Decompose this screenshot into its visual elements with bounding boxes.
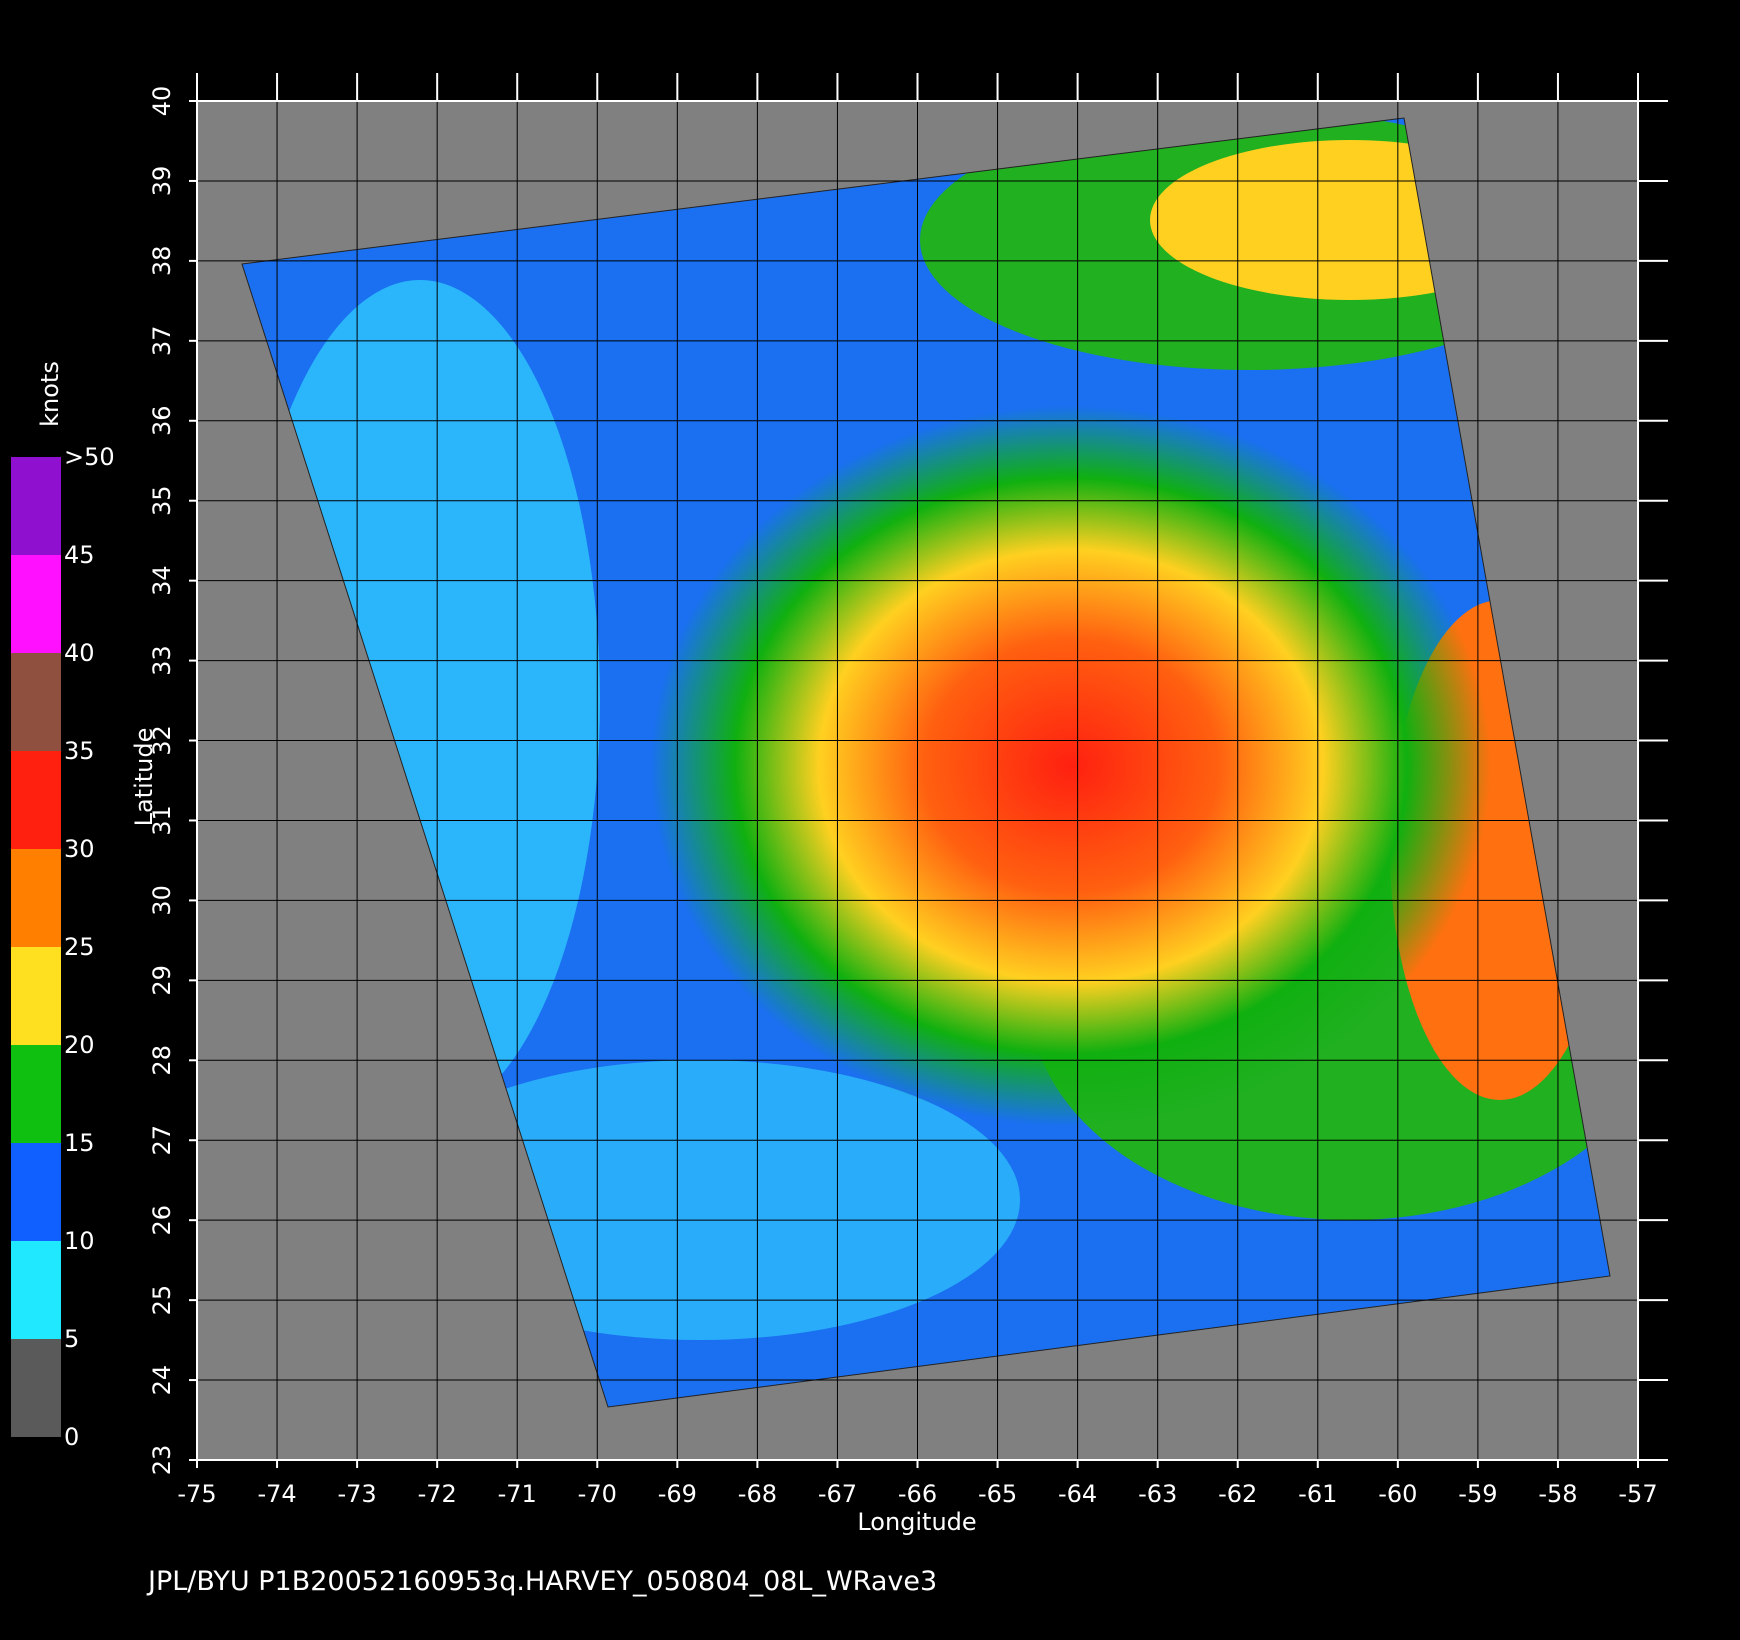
swath-edge: [241, 117, 1611, 1408]
y-tick-label: 32: [148, 725, 176, 756]
y-tick-label: 37: [148, 326, 176, 357]
y-tick-label: 38: [148, 246, 176, 277]
y-tick-label: 24: [148, 1365, 176, 1396]
colorbar-tick-label: 45: [64, 541, 95, 569]
colorbar-band: [11, 653, 61, 751]
y-tick-label: 28: [148, 1045, 176, 1076]
colorbar-tick-label: >50: [64, 443, 115, 471]
colorbar-band: [11, 849, 61, 947]
x-tick-label: -66: [898, 1480, 937, 1508]
y-tick-label: 34: [148, 565, 176, 596]
x-tick-label: -65: [978, 1480, 1017, 1508]
y-axis-label: Latitude: [130, 728, 158, 827]
colorbar-tick-label: 5: [64, 1325, 79, 1353]
x-tick-label: -74: [257, 1480, 296, 1508]
colorbar-tick-label: 10: [64, 1227, 95, 1255]
plot-frame: [196, 100, 1639, 1461]
y-tick-label: 40: [148, 86, 176, 117]
x-tick-label: -67: [818, 1480, 857, 1508]
x-tick-label: -59: [1458, 1480, 1497, 1508]
y-tick-label: 27: [148, 1125, 176, 1156]
y-tick-label: 25: [148, 1285, 176, 1316]
x-tick-label: -64: [1058, 1480, 1097, 1508]
y-tick-label: 29: [148, 965, 176, 996]
y-tick-label: 30: [148, 885, 176, 916]
y-tick-label: 23: [148, 1445, 176, 1476]
y-tick-label: 36: [148, 405, 176, 436]
colorbar-title: knots: [36, 361, 64, 427]
y-tick-label: 26: [148, 1205, 176, 1236]
colorbar-band: [11, 457, 61, 555]
x-tick-label: -57: [1618, 1480, 1657, 1508]
x-tick-label: -60: [1378, 1480, 1417, 1508]
colorbar-band: [11, 1143, 61, 1241]
y-tick-label: 31: [148, 805, 176, 836]
colorbar-tick-label: 15: [64, 1129, 95, 1157]
colorbar-band: [11, 947, 61, 1045]
colorbar-tick-label: 20: [64, 1031, 95, 1059]
x-tick-label: -73: [338, 1480, 377, 1508]
colorbar-tick-label: 0: [64, 1423, 79, 1451]
y-tick-label: 35: [148, 485, 176, 516]
colorbar-tick-label: 35: [64, 737, 95, 765]
x-tick-label: -69: [658, 1480, 697, 1508]
colorbar-band: [11, 555, 61, 653]
x-tick-label: -63: [1138, 1480, 1177, 1508]
x-tick-label: -62: [1218, 1480, 1257, 1508]
colorbar-tick-label: 25: [64, 933, 95, 961]
x-tick-label: -72: [418, 1480, 457, 1508]
footer: JPL/BYU P1B20052160953q.HARVEY_050804_08…: [146, 1566, 937, 1597]
x-tick-label: -70: [578, 1480, 617, 1508]
x-axis-label: Longitude: [857, 1508, 976, 1536]
colorbar-tick-label: 40: [64, 639, 95, 667]
colorbar-band: [11, 1045, 61, 1143]
x-tick-label: -61: [1298, 1480, 1337, 1508]
y-tick-label: 39: [148, 166, 176, 197]
colorbar-tick-label: 30: [64, 835, 95, 863]
x-tick-label: -58: [1538, 1480, 1577, 1508]
x-tick-label: -68: [738, 1480, 777, 1508]
x-tick-label: -71: [498, 1480, 537, 1508]
colorbar-band: [11, 751, 61, 849]
x-tick-label: -75: [177, 1480, 216, 1508]
colorbar-band: [11, 1241, 61, 1339]
y-tick-label: 33: [148, 645, 176, 676]
colorbar-band: [11, 1339, 61, 1437]
